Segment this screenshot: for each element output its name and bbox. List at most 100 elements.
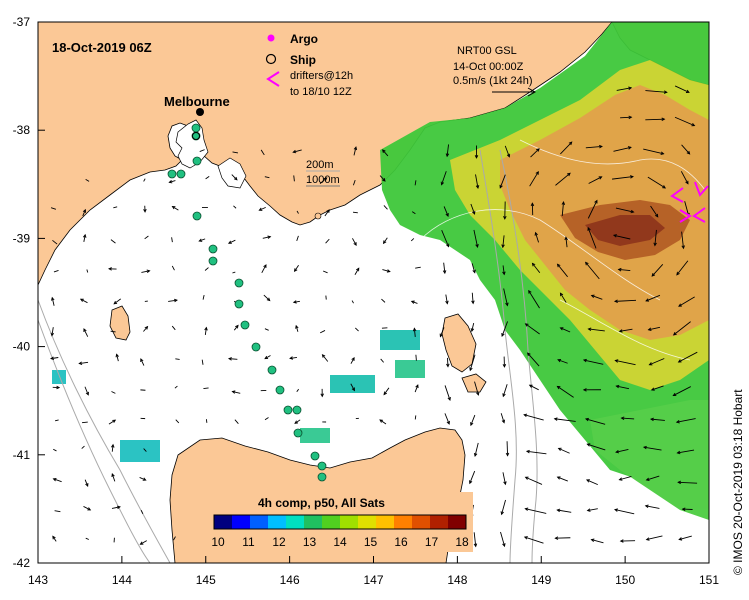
colorbar-bin <box>412 515 431 529</box>
current-arrow <box>613 146 632 152</box>
current-arrow <box>233 325 239 331</box>
current-arrow <box>557 386 574 398</box>
colorbar-tick-label: 16 <box>394 535 408 549</box>
current-arrow <box>676 260 689 276</box>
current-arrow <box>502 265 505 275</box>
islet <box>314 212 322 220</box>
current-arrow <box>674 85 690 93</box>
current-arrow <box>141 270 150 273</box>
current-arrow <box>439 327 445 337</box>
colorbar-tick-label: 11 <box>242 535 255 549</box>
contour-line <box>559 299 691 361</box>
current-arrowhead <box>678 303 682 307</box>
current-arrowhead <box>294 420 299 424</box>
current-arrow <box>588 328 605 332</box>
current-arrowhead <box>526 352 531 357</box>
current-arrow <box>293 149 302 153</box>
colorbar-tick-label: 17 <box>425 535 439 549</box>
current-arrowhead <box>85 391 89 396</box>
current-arrowhead <box>525 449 530 454</box>
current-arrowhead <box>472 269 476 274</box>
current-arrowhead <box>111 472 115 477</box>
current-arrowhead <box>644 504 649 508</box>
current-arrowhead <box>351 357 355 361</box>
colorbar-bins <box>214 515 467 529</box>
current-arrowhead <box>584 417 589 422</box>
current-arrowhead <box>672 392 677 397</box>
current-arrow <box>614 299 637 302</box>
current-arrow <box>83 234 86 242</box>
current-arrow <box>474 381 479 396</box>
current-arrowhead <box>645 298 650 302</box>
current-arrowhead <box>524 507 529 511</box>
current-arrowhead <box>556 508 561 513</box>
x-tick-label: 149 <box>531 573 551 587</box>
current-arrow <box>585 262 600 280</box>
current-arrow <box>319 330 326 334</box>
current-arrow <box>591 539 604 544</box>
current-arrow <box>648 326 661 331</box>
current-arrowhead <box>292 300 297 304</box>
current-arrowhead <box>530 202 535 207</box>
current-arrow <box>557 509 572 513</box>
current-arrowhead <box>676 271 680 276</box>
current-arrow <box>615 207 634 213</box>
current-arrowhead <box>501 244 505 249</box>
current-arrowhead <box>445 243 450 248</box>
x-tick-label: 143 <box>28 573 48 587</box>
current-arrow <box>199 238 206 242</box>
credit-label: © IMOS 20-Oct-2019 03:18 Hobart <box>731 389 745 575</box>
current-arrowhead <box>445 153 450 158</box>
current-arrowhead <box>111 443 115 448</box>
current-arrowhead <box>524 323 529 327</box>
current-arrow <box>524 536 544 544</box>
colorbar-bin <box>268 515 287 529</box>
argo-legend-label: Argo <box>290 32 318 46</box>
current-arrow <box>411 300 418 304</box>
drifter-markers <box>670 181 709 223</box>
current-arrow <box>615 449 629 453</box>
current-arrowhead <box>594 199 598 204</box>
date-label: 18-Oct-2019 06Z <box>52 40 152 55</box>
current-arrowhead <box>266 297 271 302</box>
current-arrow <box>557 476 568 482</box>
current-arrowhead <box>534 231 538 236</box>
current-arrow <box>619 476 632 481</box>
y-tick-label: -38 <box>13 123 31 137</box>
current-arrowhead <box>501 419 506 424</box>
current-arrowhead <box>474 155 479 159</box>
current-arrowhead <box>471 300 475 305</box>
contour-line <box>519 139 706 191</box>
western-port <box>217 157 247 189</box>
current-arrow <box>293 300 300 303</box>
current-arrow <box>529 171 539 187</box>
y-tick-label: -40 <box>13 340 31 354</box>
current-arrow <box>444 385 451 401</box>
current-arrow <box>54 419 59 422</box>
station-marker <box>176 169 186 179</box>
current-arrow <box>502 472 506 485</box>
current-arrowhead <box>470 422 474 427</box>
current-arrow <box>587 200 598 219</box>
current-arrow <box>554 418 576 422</box>
current-arrow <box>650 418 665 421</box>
current-arrow <box>143 178 146 182</box>
current-arrowhead <box>614 508 618 512</box>
current-arrow <box>50 357 59 360</box>
current-arrow <box>616 385 630 390</box>
current-arrowhead <box>582 358 587 363</box>
current-legend-line3: 0.5m/s (1kt 24h) <box>453 75 532 87</box>
current-arrowhead <box>79 298 84 302</box>
ship-track <box>167 123 327 482</box>
isobath-line <box>499 149 538 564</box>
current-arrow <box>444 413 450 425</box>
current-arrow <box>473 532 477 547</box>
current-arrow <box>502 235 505 248</box>
current-arrow <box>174 385 178 389</box>
current-arrow <box>86 269 89 273</box>
current-arrowhead <box>628 86 633 91</box>
current-arrow <box>111 506 121 509</box>
current-arrowhead <box>116 505 121 510</box>
current-arrow <box>651 264 664 277</box>
current-arrow <box>232 151 239 154</box>
